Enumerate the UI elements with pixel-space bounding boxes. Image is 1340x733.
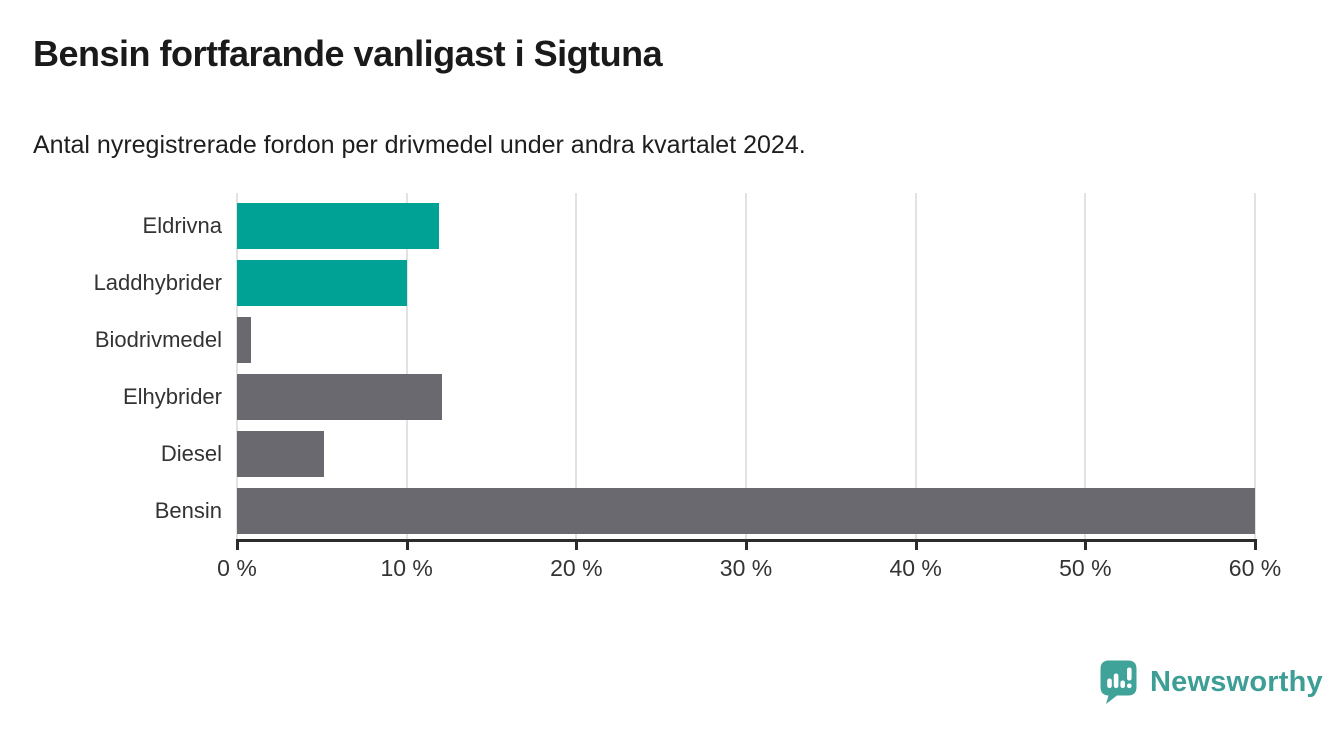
x-axis: 0 % 10 % 20 % 30 % 40 % 50 % 60 % (217, 539, 1281, 589)
newsworthy-chart-bubble-icon (1100, 660, 1137, 704)
category-label-diesel: Diesel (160, 441, 222, 466)
gridline-20 (575, 193, 578, 540)
category-label-bensin: Bensin (154, 498, 222, 523)
x-tick-label-0: 0 % (217, 555, 257, 581)
bar-laddhybrider (237, 260, 407, 306)
x-tick-60 (1254, 542, 1257, 550)
category-label-laddhybrider: Laddhybrider (93, 270, 222, 295)
x-tick-label-50: 50 % (1059, 555, 1112, 581)
x-tick-0 (236, 542, 239, 550)
gridline-40 (914, 193, 917, 540)
category-labels: Eldrivna Laddhybrider Biodrivmedel Elhybrid… (0, 193, 222, 540)
gridline-30 (745, 193, 747, 540)
x-tick-40 (914, 542, 918, 550)
bar-elhybrider (237, 374, 443, 420)
gridline-50 (1084, 193, 1087, 540)
x-tick-30 (745, 542, 748, 550)
brand-footer: Newsworthy (1100, 660, 1323, 705)
x-tick-label-30: 30 % (719, 555, 773, 581)
x-tick-label-20: 20 % (550, 555, 603, 581)
bar-eldrivna (237, 203, 439, 249)
x-tick-label-10: 10 % (380, 555, 433, 581)
gridline-0 (236, 193, 238, 540)
brand-name: Newsworthy (1150, 666, 1323, 698)
x-axis-line (236, 539, 1257, 542)
chart-subtitle: Antal nyregistrerade fordon per drivmede… (33, 131, 806, 159)
category-label-eldrivna: Eldrivna (142, 213, 222, 238)
gridline-10 (405, 193, 408, 540)
x-tick-20 (575, 542, 579, 550)
x-tick-10 (405, 542, 409, 550)
x-tick-label-40: 40 % (889, 555, 942, 581)
gridline-60 (1254, 193, 1256, 540)
x-tick-label-60: 60 % (1228, 555, 1282, 581)
chart-title: Bensin fortfarande vanligast i Sigtuna (33, 33, 663, 74)
plot-area (236, 193, 1256, 540)
bar-diesel (237, 431, 324, 477)
bar-biodrivmedel (237, 317, 251, 363)
category-label-biodrivmedel: Biodrivmedel (94, 327, 222, 352)
bar-bensin (237, 488, 1255, 534)
category-label-elhybrider: Elhybrider (122, 384, 222, 409)
x-tick-50 (1084, 542, 1088, 550)
